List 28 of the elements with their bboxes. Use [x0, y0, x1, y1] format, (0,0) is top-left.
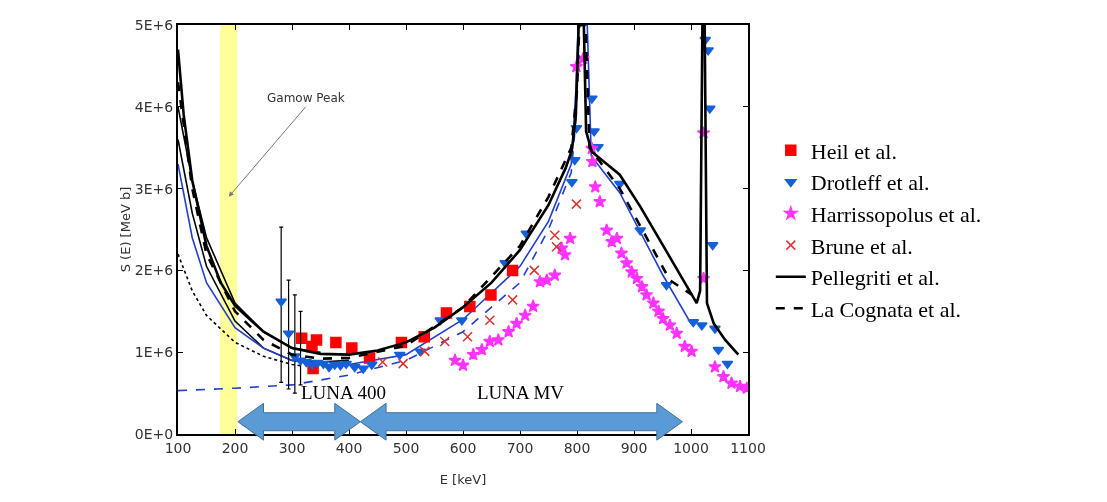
y-tick-label: 5E+6 — [134, 16, 174, 33]
x-tick-label: 700 — [506, 439, 534, 456]
y-tick-label: 1E+6 — [134, 344, 174, 361]
x-tick-label: 500 — [392, 439, 420, 456]
x-tick-label: 100 — [164, 439, 192, 456]
y-tick-label: 3E+6 — [134, 180, 174, 197]
x-tick-label: 200 — [221, 439, 249, 456]
annotation: LUNA 400 — [301, 382, 386, 403]
legend-label: Drotleff et al. — [810, 170, 930, 196]
x-tick-label: 300 — [278, 439, 306, 456]
x-axis-title: E [keV] — [439, 472, 487, 487]
y-tick-label: 0E+0 — [134, 425, 174, 442]
y-tick-label: 4E+6 — [134, 98, 174, 115]
x-tick-label: 1100 — [730, 439, 766, 456]
legend-label: La Cognata et al. — [810, 296, 962, 322]
x-tick-label: 1000 — [673, 439, 709, 456]
legend-label: Pellegriti et al. — [810, 265, 940, 291]
x-tick-label: 800 — [563, 439, 591, 456]
band-label: Gamow Peak — [267, 91, 345, 105]
x-tick-label: 900 — [620, 439, 648, 456]
y-tick-label: 2E+6 — [134, 262, 174, 279]
legend-label: Brune et al. — [810, 233, 913, 259]
annotation: LUNA MV — [477, 382, 565, 403]
y-axis-title: S (E) [MeV b] — [117, 186, 133, 273]
x-tick-label: 400 — [335, 439, 363, 456]
x-tick-label: 600 — [449, 439, 477, 456]
legend-label: Harrissopolus et al. — [810, 202, 982, 228]
legend-label: Heil et al. — [810, 138, 897, 164]
